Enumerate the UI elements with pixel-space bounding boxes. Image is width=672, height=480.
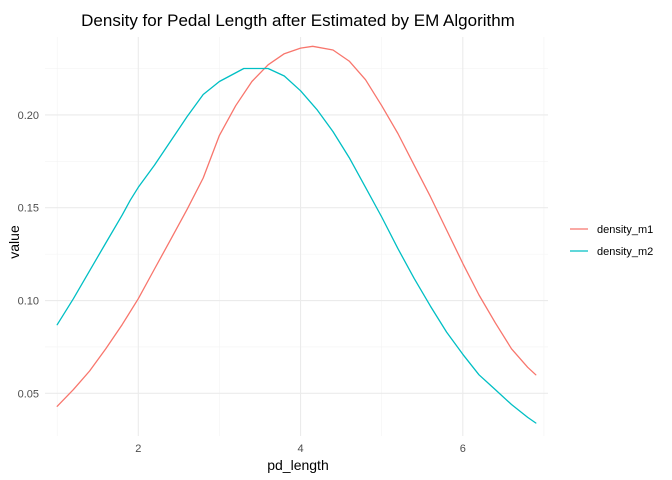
- legend: density_m1 density_m2: [570, 224, 653, 258]
- series-line-density-m1: [56, 45, 537, 407]
- series-line-density-m2: [56, 67, 537, 424]
- chart-title: Density for Pedal Length after Estimated…: [81, 11, 515, 30]
- grid-layer: [45, 37, 548, 436]
- y-tick-label: 0.15: [18, 203, 39, 215]
- legend-label: density_m1: [597, 224, 653, 236]
- y-tick-label: 0.20: [18, 110, 39, 122]
- series-layer: [56, 45, 537, 424]
- legend-label: density_m2: [597, 246, 653, 258]
- y-axis-title: value: [6, 225, 22, 259]
- x-axis-title: pd_length: [267, 457, 329, 473]
- y-tick-label: 0.05: [18, 388, 39, 400]
- y-tick-label: 0.10: [18, 296, 39, 308]
- tick-label-layer: 2 4 6 0.05 0.10 0.15 0.20: [18, 110, 466, 455]
- x-tick-label: 2: [135, 443, 141, 455]
- x-tick-label: 4: [297, 443, 303, 455]
- x-tick-label: 6: [460, 443, 466, 455]
